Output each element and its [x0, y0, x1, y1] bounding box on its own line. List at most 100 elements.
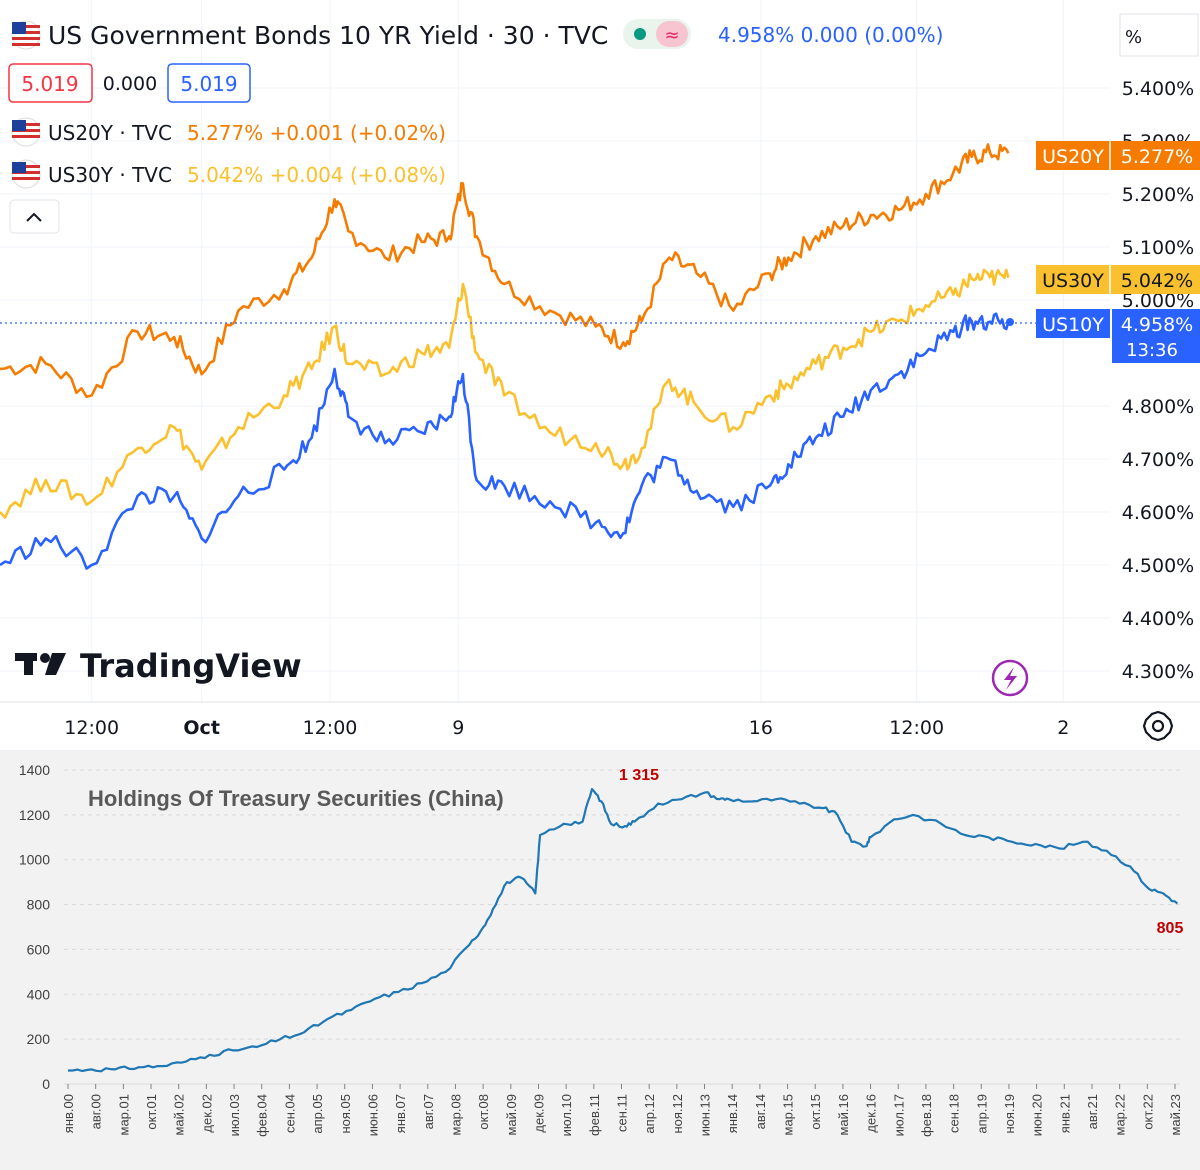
x-tick-label: 12:00 — [303, 717, 358, 739]
x-tick-label: мар.15 — [781, 1094, 796, 1135]
spread-value: 0.000 — [103, 73, 157, 95]
y-tick-label: 0 — [42, 1076, 50, 1092]
series-line-us30y — [0, 268, 1010, 519]
percent-toggle-label: % — [1125, 27, 1142, 48]
x-tick-label: май.16 — [836, 1094, 851, 1136]
price-tag-us30y-value: 5.042% — [1121, 270, 1193, 292]
x-tick-label: авг.07 — [421, 1094, 436, 1129]
y-tick-label: 4.600% — [1122, 502, 1194, 524]
chart-background — [0, 0, 1200, 752]
bond-yield-chart: US Government Bonds 10 YR Yield · 30 · T… — [0, 0, 1200, 752]
y-tick-label: 4.700% — [1122, 449, 1194, 471]
tradingview-wordmark: TradingView — [80, 647, 302, 685]
x-tick-label: июл.03 — [227, 1094, 242, 1136]
x-axis: янв.00 авг.00 мар.01 окт.01 май.02 дек.02 июл.… — [61, 1084, 1183, 1137]
x-tick-label: сен.18 — [947, 1094, 962, 1133]
legend-us30y-symbol[interactable]: US30Y · TVC — [48, 163, 172, 187]
gear-icon[interactable] — [1142, 710, 1174, 742]
x-tick-label: ноя.12 — [670, 1094, 685, 1134]
y-tick-label: 4.400% — [1122, 608, 1194, 630]
x-tick-label: мар.22 — [1113, 1094, 1128, 1135]
bid-value: 5.019 — [21, 72, 78, 96]
x-tick-label: ноя.19 — [1002, 1094, 1017, 1134]
x-tick-label: дек.16 — [864, 1094, 879, 1133]
x-tick-label: сен.11 — [615, 1094, 630, 1132]
x-tick-label: авг.21 — [1085, 1094, 1100, 1129]
series-line-us10y — [0, 312, 1010, 570]
x-tick-label: июн.06 — [365, 1094, 380, 1136]
time-axis[interactable]: 12:00 Oct 12:00 9 16 12:00 2 — [64, 717, 1069, 739]
chevron-up-icon — [26, 212, 42, 222]
price-tag-us30y-name: US30Y — [1042, 270, 1104, 292]
price-info: 4.958% 0.000 (0.00%) — [718, 23, 943, 47]
ask-box[interactable] — [167, 63, 251, 103]
price-tag-us10y: US10Y 4.958% 13:36 — [1036, 309, 1200, 363]
legend-us20y-symbol[interactable]: US20Y · TVC — [48, 121, 172, 145]
x-tick-label: Oct — [183, 717, 220, 739]
x-tick-label: фев.18 — [919, 1094, 934, 1137]
flag-icon — [11, 20, 41, 50]
series-line-holdings — [68, 788, 1179, 1073]
x-tick-label: 16 — [749, 717, 773, 739]
y-tick-label: 5.200% — [1122, 184, 1194, 206]
x-tick-label: ноя.05 — [338, 1094, 353, 1134]
series-lines — [68, 788, 1179, 1073]
price-tag-us10y-name: US10Y — [1042, 314, 1104, 336]
x-tick-label: янв.14 — [725, 1094, 740, 1133]
y-axis: 0 200 400 600 800 1000 1200 1400 — [19, 762, 50, 1092]
x-tick-label: мар.01 — [116, 1094, 131, 1135]
x-tick-label: янв.07 — [393, 1094, 408, 1133]
price-tag-us10y-countdown: 13:36 — [1126, 340, 1178, 361]
y-tick-label: 1000 — [19, 852, 50, 868]
x-tick-label: июл.10 — [559, 1094, 574, 1136]
x-tick-label: дек.09 — [531, 1094, 546, 1133]
x-tick-label: май.23 — [1168, 1094, 1183, 1136]
y-tick-label: 5.000% — [1122, 290, 1194, 312]
x-tick-label: фев.11 — [587, 1094, 602, 1136]
series-lines — [0, 143, 1010, 570]
x-tick-label: апр.05 — [310, 1094, 325, 1134]
china-holdings-chart: 0 200 400 600 800 1000 1200 1400 янв.00 авг.00 ма… — [0, 752, 1200, 1170]
chart-title: Holdings Of Treasury Securities (China) — [88, 786, 504, 811]
x-tick-label: янв.21 — [1057, 1094, 1072, 1133]
x-tick-label: 2 — [1057, 717, 1069, 739]
x-tick-label: авг.14 — [753, 1094, 768, 1129]
bid-box[interactable] — [8, 63, 93, 103]
x-tick-label: авг.00 — [89, 1094, 104, 1129]
market-open-icon — [634, 28, 646, 40]
y-tick-label: 600 — [27, 941, 51, 957]
price-tag-us20y-value: 5.277% — [1121, 146, 1193, 168]
x-tick-label: 12:00 — [889, 717, 944, 739]
y-tick-label: 5.100% — [1122, 237, 1194, 259]
x-tick-label: май.02 — [172, 1094, 187, 1136]
flag-icon — [11, 159, 41, 189]
percent-toggle[interactable] — [1119, 13, 1199, 57]
legend-us30y-values: 5.042% +0.004 (+0.08%) — [187, 163, 446, 187]
price-tag-us20y: US20Y 5.277% — [1036, 141, 1200, 170]
x-tick-label: окт.01 — [144, 1094, 159, 1130]
chart-title: US Government Bonds 10 YR Yield · 30 · T… — [48, 21, 608, 50]
price-tag-us30y: US30Y 5.042% — [1036, 265, 1200, 294]
x-tick-label: июн.13 — [698, 1094, 713, 1136]
y-tick-label: 4.800% — [1122, 396, 1194, 418]
flag-icon — [11, 117, 41, 147]
collapse-button[interactable] — [9, 199, 60, 234]
y-tick-label: 1200 — [19, 807, 50, 823]
annotation-peak: 1 315 — [619, 767, 659, 784]
tradingview-logo — [15, 653, 66, 675]
last-price-dot — [1006, 318, 1014, 326]
y-tick-label: 5.400% — [1122, 78, 1194, 100]
y-tick-label: 200 — [27, 1031, 51, 1047]
x-tick-label: мар.08 — [448, 1094, 463, 1135]
x-tick-label: 12:00 — [64, 717, 119, 739]
grid — [64, 769, 1180, 1085]
y-tick-label: 4.500% — [1122, 555, 1194, 577]
x-tick-label: окт.15 — [808, 1094, 823, 1130]
svg-text:≈: ≈ — [664, 25, 679, 46]
y-tick-label: 400 — [27, 986, 51, 1002]
legend-us20y-values: 5.277% +0.001 (+0.02%) — [187, 121, 446, 145]
y-tick-label: 1400 — [19, 762, 50, 778]
x-tick-label: окт.08 — [476, 1094, 491, 1130]
grid — [0, 0, 1110, 702]
lightning-icon[interactable] — [991, 659, 1029, 697]
